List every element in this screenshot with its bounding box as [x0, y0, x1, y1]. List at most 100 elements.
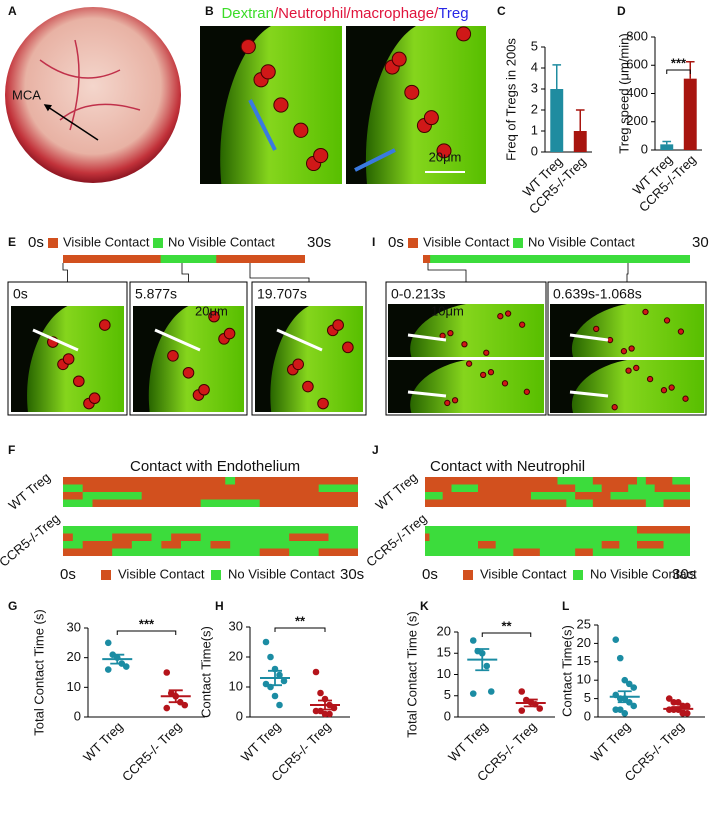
x-tick-label: WT Treg [588, 719, 634, 765]
contact-interval [235, 477, 358, 485]
contact-interval [289, 533, 329, 541]
cell [292, 358, 305, 371]
y-tick-label: 30 [67, 619, 81, 634]
contact-interval [654, 484, 690, 492]
start-label: 0s [422, 566, 438, 583]
data-point [683, 702, 691, 710]
data-point [625, 680, 633, 688]
cell [501, 380, 509, 387]
data-point [518, 707, 526, 714]
title-part: Dextran [221, 5, 274, 22]
panel-letter: C [497, 4, 506, 18]
legend-label: No Visible Contact [228, 566, 335, 581]
cell [519, 321, 526, 328]
sem-bar [110, 653, 125, 665]
panel-b-title: Dextran/Neutrophil/macrophage/Treg [221, 5, 468, 22]
legend-swatch [463, 570, 473, 580]
contact-interval [92, 499, 201, 507]
legend-label: No Visible Contact [590, 566, 697, 581]
data-point [267, 653, 274, 661]
cell [223, 327, 236, 340]
cell [593, 325, 600, 333]
contact-interval [425, 477, 558, 485]
contact-interval [663, 499, 690, 507]
cell [273, 97, 289, 113]
group-label: CCR5-/-Treg [0, 511, 62, 570]
y-tick-label: 10 [67, 679, 81, 694]
panel-letter: L [562, 599, 569, 613]
start-label: 0s [388, 234, 404, 251]
data-point [616, 654, 624, 662]
tissue [148, 306, 244, 412]
contact-interval [592, 499, 646, 507]
brain-photo [5, 7, 181, 183]
end-label: 30s [307, 234, 331, 251]
data-point [317, 689, 324, 697]
raster-row [63, 499, 358, 507]
contact-interval [171, 533, 201, 541]
frame-label: 19.707s [257, 286, 307, 302]
cell [677, 328, 685, 335]
contact-interval [259, 548, 290, 556]
panel-letter: F [8, 443, 15, 457]
significance-bracket [274, 627, 326, 632]
title-part: /Neutrophil/macrophage/ [274, 5, 439, 22]
y-tick-label: 3 [531, 80, 538, 95]
x-tick-label: WT Treg [445, 719, 491, 765]
micrograph [388, 304, 544, 357]
y-tick-label: 20 [67, 649, 81, 664]
data-point [469, 690, 477, 697]
arrow [354, 148, 396, 172]
cell [487, 369, 495, 376]
connector [249, 263, 310, 282]
data-point [122, 663, 130, 670]
contact-interval [575, 548, 593, 556]
cell [668, 384, 675, 391]
contact-interval [425, 484, 452, 492]
micrograph [133, 306, 244, 412]
significance-bracket [481, 632, 532, 637]
panel-letter: J [372, 443, 379, 457]
cell [98, 319, 111, 331]
cell [62, 353, 75, 365]
y-tick-label: 600 [626, 57, 648, 72]
raster-row [63, 548, 358, 556]
contact-interval [112, 533, 152, 541]
frame-label: 0-0.213s [391, 286, 445, 302]
data-point [104, 639, 112, 647]
y-tick-label: 20 [229, 648, 243, 663]
data-point [536, 705, 544, 712]
y-tick-label: 20 [577, 635, 591, 650]
data-point [616, 706, 624, 713]
tissue [571, 360, 704, 413]
y-tick-label: 20 [437, 623, 451, 638]
contact-interval [442, 492, 531, 500]
micrograph [346, 26, 486, 184]
x-tick-label: WT Treg [80, 719, 126, 765]
data-point [674, 698, 682, 706]
scale-bar-label: 20μm [195, 303, 228, 318]
connector [626, 263, 629, 282]
data-point [469, 637, 477, 644]
arrow [154, 328, 201, 352]
cell [293, 122, 309, 138]
cell [167, 350, 179, 362]
cell [439, 332, 446, 339]
data-point [326, 710, 333, 718]
contact-interval [216, 255, 305, 263]
y-tick-label: 800 [626, 28, 648, 43]
contact-interval [210, 541, 231, 549]
contact-interval [478, 541, 496, 549]
cell [332, 319, 344, 331]
end-label: 30s [672, 566, 696, 583]
y-tick-label: 2 [531, 101, 538, 116]
y-tick-label: 15 [437, 645, 451, 660]
arrow [248, 99, 277, 151]
start-label: 0s [60, 566, 76, 583]
panel-letter: B [205, 4, 214, 18]
y-tick-label: 4 [531, 59, 538, 74]
micrograph [550, 360, 704, 413]
micrograph [11, 306, 124, 412]
contact-interval [425, 499, 567, 507]
